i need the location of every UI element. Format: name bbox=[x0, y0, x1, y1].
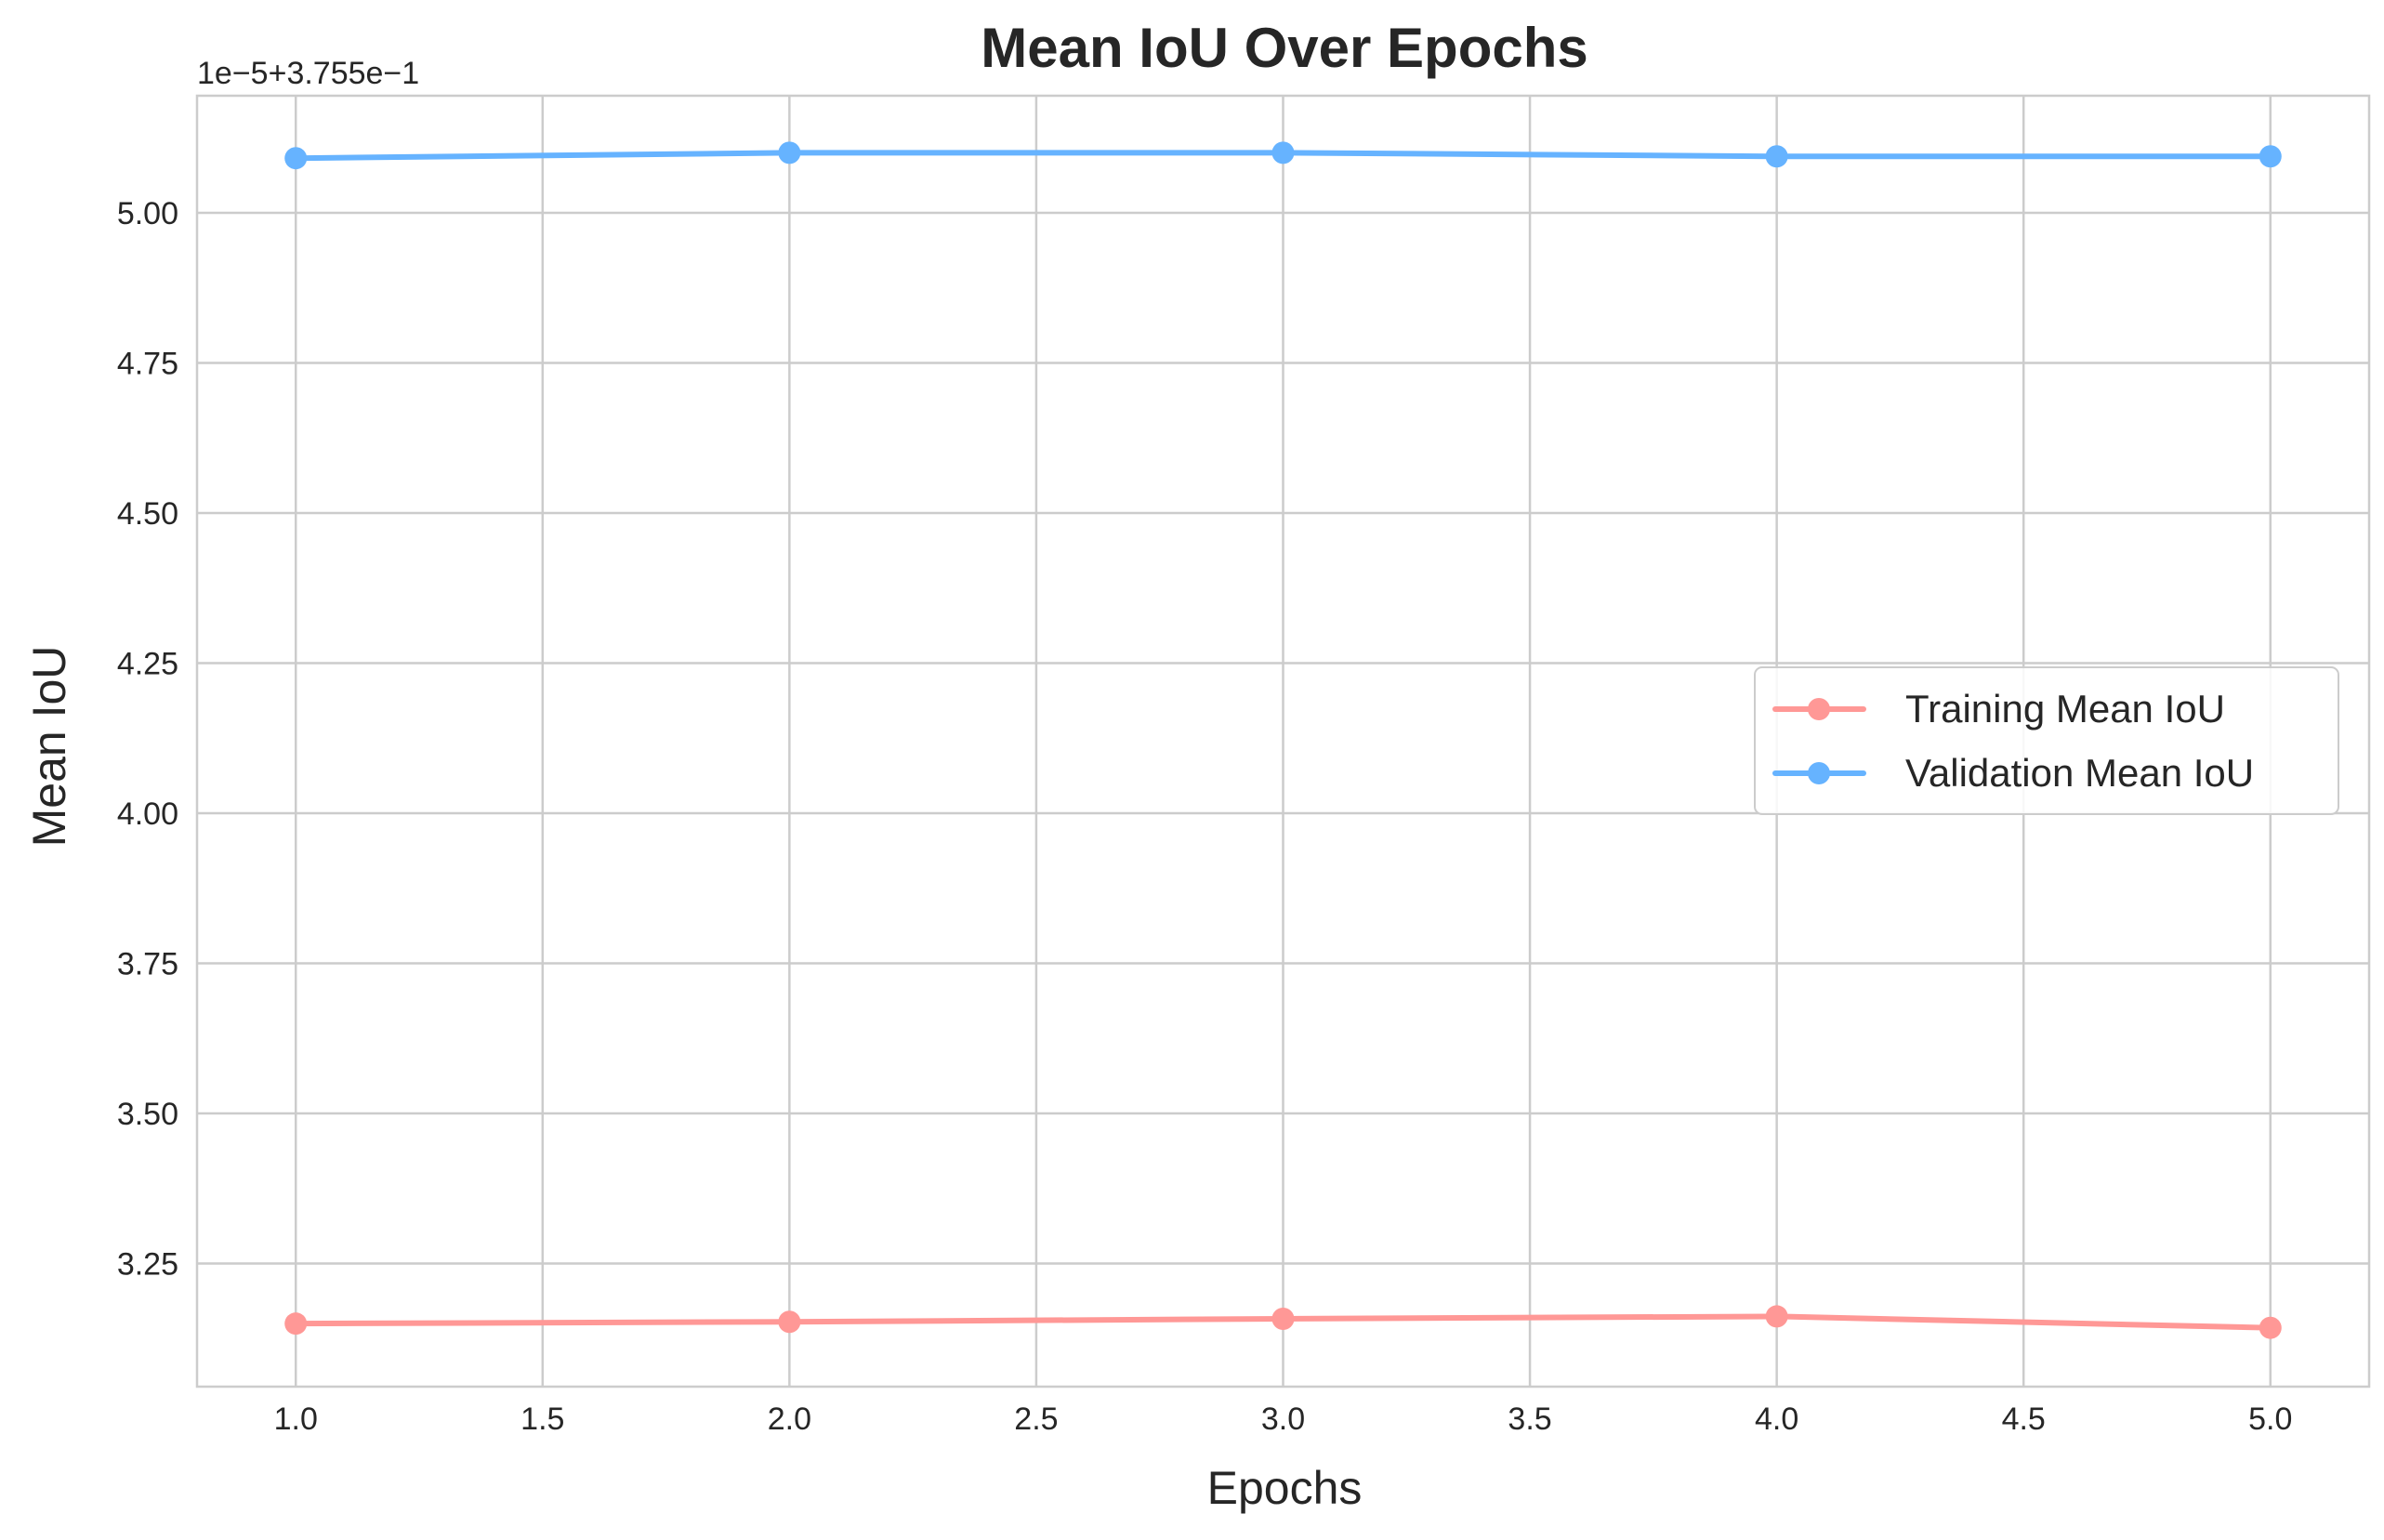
legend-entry: Training Mean IoU bbox=[1772, 687, 2225, 731]
y-tick-label: 3.75 bbox=[117, 947, 178, 982]
y-tick-label: 4.50 bbox=[117, 496, 178, 532]
data-point bbox=[2259, 145, 2282, 168]
data-point bbox=[2259, 1316, 2282, 1339]
series-training bbox=[284, 1305, 2282, 1339]
data-point bbox=[1765, 1305, 1788, 1328]
legend-label: Training Mean IoU bbox=[1905, 687, 2225, 731]
y-tick-label: 4.00 bbox=[117, 796, 178, 832]
grid bbox=[197, 96, 2369, 1387]
series-layer bbox=[284, 141, 2282, 1339]
y-tick-label: 5.00 bbox=[117, 196, 178, 231]
x-tick-label: 4.5 bbox=[2002, 1402, 2046, 1437]
y-axis-offset-label: 1e−5+3.755e−1 bbox=[197, 56, 419, 91]
x-axis-label: Epochs bbox=[1207, 1462, 1363, 1514]
x-tick-label: 2.5 bbox=[1014, 1402, 1058, 1437]
y-tick-label: 4.75 bbox=[117, 346, 178, 381]
data-point bbox=[1765, 145, 1788, 168]
legend-entry: Validation Mean IoU bbox=[1772, 751, 2254, 795]
legend-marker bbox=[1808, 698, 1830, 720]
data-point bbox=[284, 1312, 308, 1336]
x-tick-label: 1.0 bbox=[274, 1402, 318, 1437]
data-point bbox=[778, 141, 801, 165]
y-tick-label: 3.25 bbox=[117, 1247, 178, 1283]
x-tick-label: 5.0 bbox=[2248, 1402, 2292, 1437]
x-tick-labels: 1.0 1.5 2.0 2.5 3.0 3.5 4.0 4.5 5.0 bbox=[274, 1402, 2293, 1437]
legend-label: Validation Mean IoU bbox=[1905, 751, 2254, 795]
data-point bbox=[1271, 1307, 1295, 1330]
chart-title: Mean IoU Over Epochs bbox=[981, 17, 1588, 79]
y-tick-labels: 3.25 3.50 3.75 4.00 4.25 4.50 4.75 5.00 bbox=[117, 196, 178, 1283]
data-point bbox=[778, 1310, 801, 1334]
legend: Training Mean IoU Validation Mean IoU bbox=[1754, 666, 2339, 815]
plot-frame bbox=[195, 94, 2371, 1389]
series-validation bbox=[284, 141, 2282, 170]
x-tick-label: 1.5 bbox=[520, 1402, 564, 1437]
x-tick-label: 2.0 bbox=[768, 1402, 811, 1437]
legend-entries: Training Mean IoU Validation Mean IoU bbox=[1772, 687, 2254, 795]
data-point bbox=[1271, 141, 1295, 165]
legend-box bbox=[1754, 666, 2339, 815]
x-tick-label: 3.0 bbox=[1261, 1402, 1305, 1437]
y-axis-label: Mean IoU bbox=[23, 646, 75, 848]
x-tick-label: 4.0 bbox=[1755, 1402, 1798, 1437]
y-tick-label: 4.25 bbox=[117, 647, 178, 682]
data-point bbox=[284, 147, 308, 170]
x-tick-label: 3.5 bbox=[1508, 1402, 1551, 1437]
legend-marker bbox=[1808, 762, 1830, 784]
y-tick-label: 3.50 bbox=[117, 1097, 178, 1132]
